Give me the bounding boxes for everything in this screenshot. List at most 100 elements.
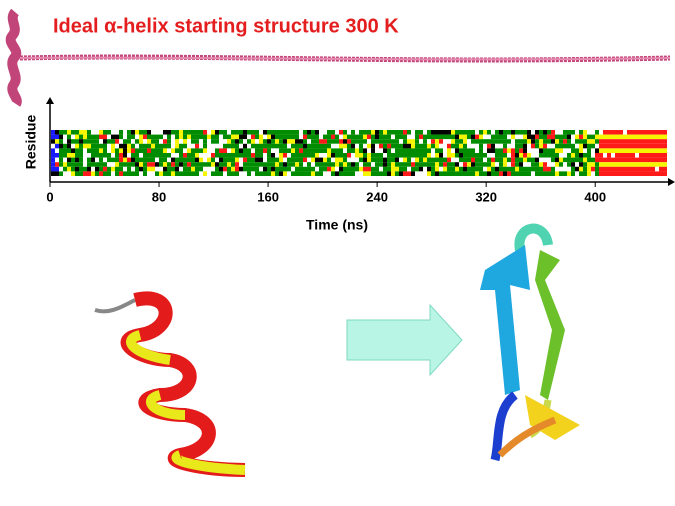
dssp-cell (427, 166, 431, 172)
dssp-cell (479, 143, 483, 149)
dssp-cell (343, 134, 347, 140)
dssp-cell (595, 148, 599, 153)
dssp-cell (599, 153, 603, 158)
dssp-cell (55, 139, 59, 144)
dssp-cell (387, 166, 391, 172)
dssp-cell (211, 166, 215, 172)
dssp-cell (111, 171, 115, 176)
dssp-cell (411, 157, 415, 163)
dssp-cell (155, 162, 159, 167)
dssp-cell (307, 130, 311, 135)
dssp-cell (235, 130, 239, 135)
dssp-cell (619, 134, 623, 140)
dssp-cell (87, 171, 91, 176)
dssp-cell (551, 143, 555, 149)
dssp-cell (167, 166, 171, 172)
dssp-cell (479, 130, 483, 135)
dssp-cell (383, 134, 387, 140)
dssp-cell (127, 153, 131, 158)
dssp-cell (283, 143, 287, 149)
dssp-cell (211, 143, 215, 149)
dssp-cell (303, 171, 307, 176)
dssp-cell (79, 171, 83, 176)
dssp-cell (179, 148, 183, 153)
dssp-cell (403, 153, 407, 158)
dssp-cell (363, 157, 367, 163)
dssp-cell (243, 134, 247, 140)
dssp-cell (143, 153, 147, 158)
dssp-cell (147, 171, 151, 176)
dssp-cell (483, 143, 487, 149)
dssp-cell (539, 148, 543, 153)
dssp-cell (555, 143, 559, 149)
dssp-cell (183, 134, 187, 140)
dssp-cell (71, 148, 75, 153)
dssp-cell (275, 130, 279, 135)
dssp-cell (343, 148, 347, 153)
dssp-cell (55, 148, 59, 153)
dssp-cell (267, 139, 271, 144)
dssp-cell (83, 143, 87, 149)
dssp-cell (619, 166, 623, 172)
dssp-cell (463, 139, 467, 144)
dssp-cell (363, 143, 367, 149)
dssp-cell (227, 130, 231, 135)
dssp-cell (283, 166, 287, 172)
dssp-cell (439, 148, 443, 153)
dssp-cell (547, 171, 551, 176)
dssp-cell (567, 139, 571, 144)
dssp-cell (151, 166, 155, 172)
dssp-cell (475, 139, 479, 144)
dssp-cell (179, 157, 183, 163)
dssp-cell (139, 157, 143, 163)
dssp-cell (459, 134, 463, 140)
dssp-cell (423, 153, 427, 158)
title: Ideal α-helix starting structure 300 K (53, 15, 399, 37)
dssp-cell (183, 153, 187, 158)
dssp-cell (167, 157, 171, 163)
dssp-cell (287, 157, 291, 163)
dssp-cell (647, 148, 651, 153)
dssp-cell (407, 162, 411, 167)
dssp-cell (615, 134, 619, 140)
dssp-cell (307, 162, 311, 167)
dssp-cell (99, 171, 103, 176)
dssp-cell (171, 157, 175, 163)
dssp-cell (543, 134, 547, 140)
dssp-cell (567, 148, 571, 153)
dssp-cell (351, 139, 355, 144)
dssp-cell (247, 157, 251, 163)
dssp-cell (395, 162, 399, 167)
dssp-cell (231, 153, 235, 158)
dssp-cell (59, 166, 63, 172)
dssp-cell (147, 166, 151, 172)
dssp-cell (335, 139, 339, 144)
dssp-cell (431, 171, 435, 176)
dssp-cell (99, 157, 103, 163)
dssp-cell (311, 166, 315, 172)
dssp-cell (399, 148, 403, 153)
dssp-cell (87, 148, 91, 153)
x-tick-label: 400 (584, 189, 606, 204)
dssp-cell (475, 157, 479, 163)
dssp-cell (203, 143, 207, 149)
dssp-cell (411, 130, 415, 135)
dssp-cell (423, 166, 427, 172)
dssp-cell (567, 153, 571, 158)
dssp-cell (147, 148, 151, 153)
dssp-cell (279, 162, 283, 167)
dssp-cell (543, 162, 547, 167)
dssp-cell (239, 157, 243, 163)
dssp-cell (475, 166, 479, 172)
dssp-cell (59, 130, 63, 135)
dssp-cell (467, 134, 471, 140)
dssp-cell (183, 139, 187, 144)
dssp-cell (67, 157, 71, 163)
dssp-cell (147, 143, 151, 149)
dssp-cell (55, 143, 59, 149)
dssp-cell (123, 143, 127, 149)
dssp-cell (259, 143, 263, 149)
dssp-cell (623, 139, 627, 144)
dssp-cell (279, 134, 283, 140)
dssp-cell (335, 143, 339, 149)
